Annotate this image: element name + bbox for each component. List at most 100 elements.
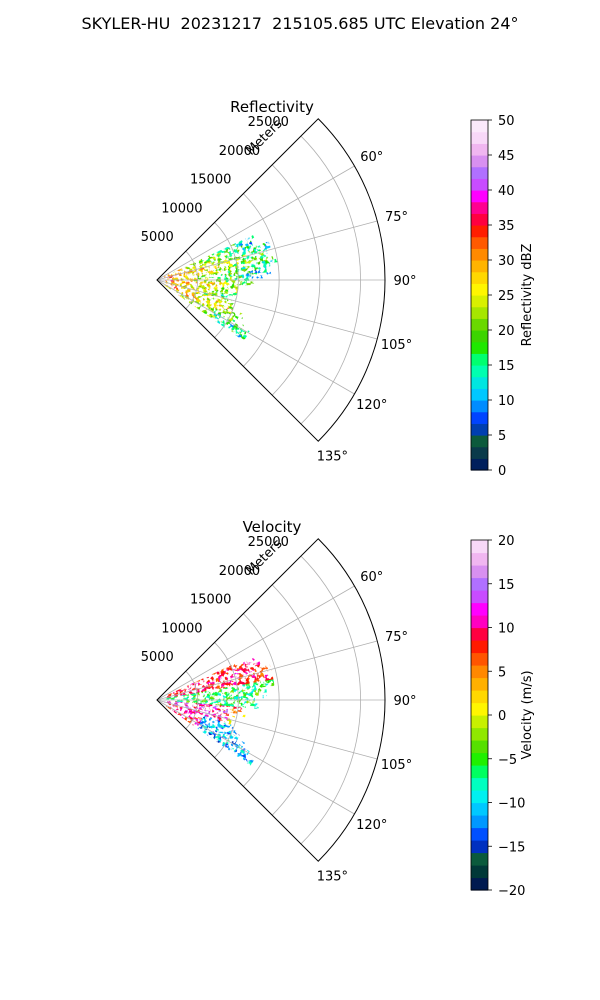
- r-tick-label: 15000: [190, 593, 231, 608]
- sector-frame: [156, 538, 386, 862]
- colorbar-tick-label: 10: [498, 622, 515, 637]
- radar-field: [163, 235, 278, 341]
- r-tick-label: 5000: [141, 650, 174, 665]
- colorbar-swatch: [471, 677, 488, 691]
- radar-cell: [213, 697, 219, 700]
- radar-cell: [217, 697, 223, 700]
- colorbar-swatch: [471, 715, 488, 729]
- radar-cell: [238, 696, 243, 699]
- colorbar-swatch: [471, 690, 488, 704]
- radar-cell: [242, 702, 247, 706]
- angle-tick-label: 135°: [317, 449, 348, 464]
- radar-cell: [258, 689, 263, 694]
- r-tick-label: 5000: [141, 230, 174, 245]
- colorbar-swatch: [471, 702, 488, 716]
- colorbar-swatch: [471, 577, 488, 591]
- radar-cell: [224, 713, 230, 717]
- colorbar-swatch: [471, 852, 488, 866]
- radar-cell: [269, 259, 274, 264]
- angle-tick-label: 60°: [360, 150, 383, 165]
- colorbar-swatch: [471, 727, 488, 741]
- radar-cell: [205, 277, 211, 280]
- r-tick-label: 20000: [219, 564, 260, 579]
- colorbar-tick-label: 50: [498, 114, 515, 129]
- radar-cell: [254, 703, 259, 707]
- radar-cell: [238, 314, 244, 320]
- radar-cell: [242, 693, 247, 697]
- angle-spoke: [156, 585, 355, 701]
- colorbar-tick-label: 0: [498, 464, 506, 479]
- radar-cell: [250, 657, 256, 663]
- colorbar-tick-label: 20: [498, 324, 515, 339]
- colorbar-tick-label: −15: [498, 840, 525, 855]
- panels-group: Reflectivity50001000015000200002500060°7…: [141, 98, 535, 899]
- colorbar-label: Velocity (m/s): [520, 670, 535, 759]
- radar-cell: [246, 693, 251, 697]
- panel-1: Velocity 5000 10000 15000 20000 25000 60° 75° 90…: [141, 518, 535, 899]
- colorbar-swatch: [471, 840, 488, 854]
- colorbar-swatch: [471, 283, 488, 296]
- radar-cell: [246, 695, 251, 699]
- angle-tick-label: 120°: [356, 398, 387, 413]
- radar-cell: [238, 700, 243, 704]
- colorbar-swatch: [471, 271, 488, 284]
- radar-cell: [225, 694, 231, 698]
- angle-tick-label: 120°: [356, 818, 387, 833]
- radar-cell: [209, 697, 215, 700]
- radar-cell: [250, 273, 255, 277]
- colorbar-swatch: [471, 388, 488, 401]
- colorbar-swatch: [471, 765, 488, 779]
- radar-cell: [242, 700, 247, 704]
- colorbar-swatch: [471, 640, 488, 654]
- colorbar-swatch: [471, 365, 488, 378]
- radar-cell: [238, 280, 243, 284]
- angle-spoke: [156, 640, 378, 701]
- colorbar-swatch: [471, 411, 488, 424]
- radar-cell: [241, 691, 247, 695]
- colorbar-swatch: [471, 740, 488, 754]
- angle-spoke: [156, 165, 355, 281]
- r-tick-label: 20000: [219, 144, 260, 159]
- radar-cell: [246, 273, 251, 277]
- radar-cell: [261, 683, 267, 688]
- radar-cell: [246, 282, 251, 286]
- radar-cell: [234, 274, 239, 277]
- colorbar-tick-label: −20: [498, 884, 525, 899]
- angle-tick-label: 135°: [317, 869, 348, 884]
- radar-cell: [262, 269, 267, 273]
- colorbar-tick-label: 30: [498, 254, 515, 269]
- radar-cell: [221, 696, 227, 700]
- radar-cell: [242, 273, 247, 277]
- colorbar-swatch: [471, 752, 488, 766]
- radar-cell: [221, 280, 227, 283]
- r-tick-label: 15000: [190, 173, 231, 188]
- radar-cell: [234, 280, 239, 283]
- colorbar-swatch: [471, 446, 488, 459]
- colorbar-tick-label: 35: [498, 219, 515, 234]
- colorbar-swatch: [471, 458, 488, 471]
- angle-spoke: [156, 699, 355, 815]
- radar-cell: [265, 682, 271, 687]
- colorbar-swatch: [471, 260, 488, 273]
- colorbar-swatch: [471, 615, 488, 629]
- radar-cell: [229, 274, 235, 277]
- radar-cell: [225, 276, 231, 279]
- radar-cell: [230, 280, 235, 283]
- radar-cell: [221, 700, 227, 703]
- colorbar-swatch: [471, 248, 488, 261]
- radar-cell: [238, 276, 243, 279]
- colorbar-tick-label: 5: [498, 429, 506, 444]
- colorbar-tick-label: 5: [498, 665, 506, 680]
- radar-cell: [254, 690, 259, 694]
- radar-cell: [229, 290, 234, 293]
- colorbar-swatch: [471, 213, 488, 226]
- colorbar-tick-label: 40: [498, 184, 515, 199]
- colorbar-swatch: [471, 178, 488, 191]
- radar-cell: [226, 280, 231, 283]
- angle-tick-label: 75°: [385, 210, 408, 225]
- radar-cell: [254, 272, 259, 276]
- colorbar-swatch: [471, 143, 488, 156]
- angle-tick-label: 90°: [393, 274, 416, 289]
- r-tick-label: 10000: [161, 201, 202, 216]
- radar-cell: [223, 294, 229, 298]
